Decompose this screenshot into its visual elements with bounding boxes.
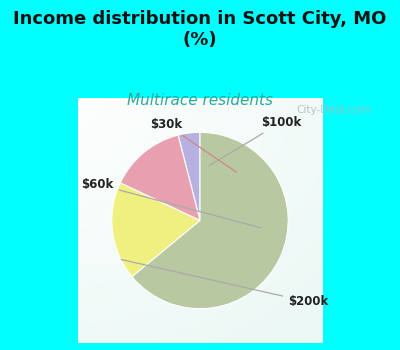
Text: $100k: $100k — [209, 116, 301, 166]
Wedge shape — [112, 183, 200, 277]
Text: Income distribution in Scott City, MO
(%): Income distribution in Scott City, MO (%… — [13, 10, 387, 49]
Text: City-Data.com: City-Data.com — [296, 105, 371, 115]
Wedge shape — [120, 135, 200, 220]
Text: $200k: $200k — [121, 259, 328, 308]
Text: $60k: $60k — [82, 178, 260, 228]
Wedge shape — [178, 132, 200, 220]
Wedge shape — [132, 132, 288, 309]
Text: $30k: $30k — [150, 118, 236, 172]
Text: Multirace residents: Multirace residents — [127, 93, 273, 108]
